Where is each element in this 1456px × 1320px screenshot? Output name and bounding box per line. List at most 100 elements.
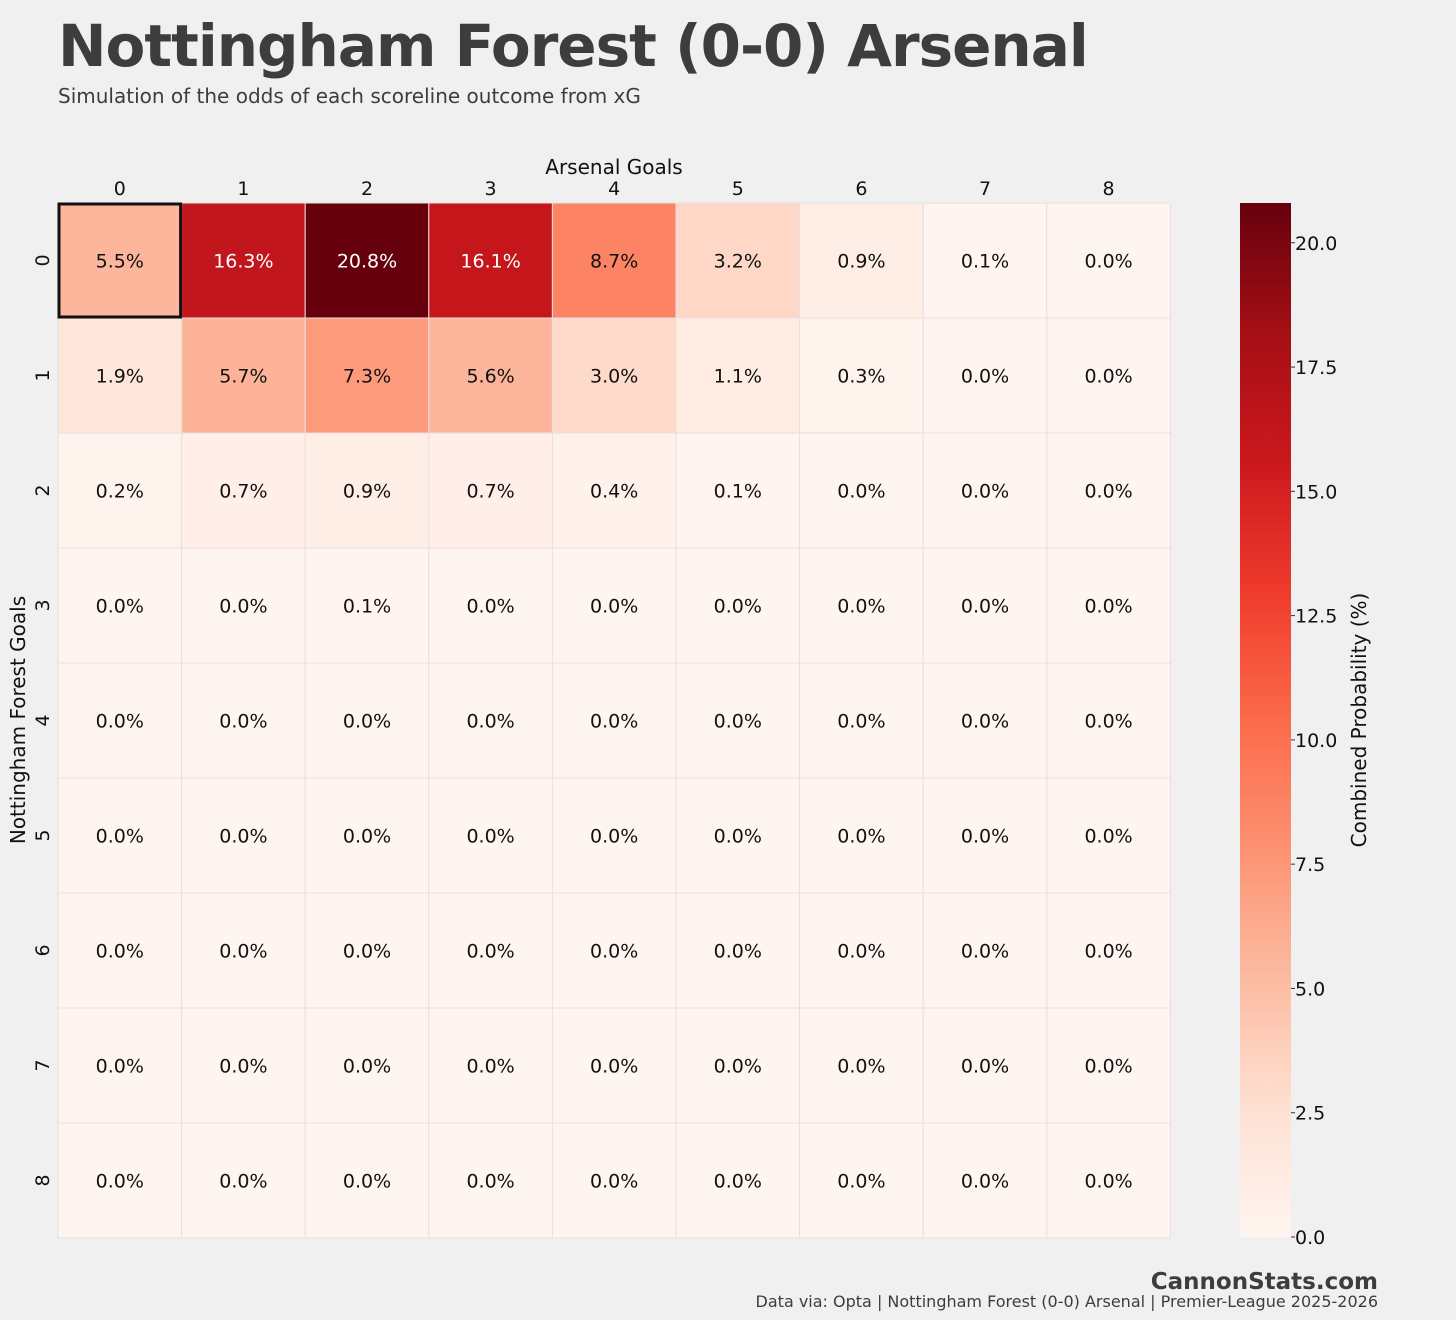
- heatmap-cell-r2-c2: [304, 432, 430, 549]
- cell-value-label: 0.0%: [219, 1056, 267, 1078]
- cell-value-label: 0.0%: [590, 1056, 638, 1078]
- heatmap-cell-r7-c8: [1046, 1007, 1171, 1124]
- cell-value-label: 0.0%: [714, 1171, 762, 1193]
- heatmap-cell-r2-c1: [181, 432, 306, 549]
- colorbar-tick-label: 2.5: [1295, 1103, 1325, 1125]
- heatmap-cell-r5-c7: [922, 777, 1048, 894]
- cell-value-label: 0.0%: [714, 1056, 762, 1078]
- heatmap-cell-r5-c8: [1046, 777, 1171, 894]
- cell-value-label: 0.4%: [590, 481, 638, 503]
- x-tick-label: 6: [855, 178, 867, 200]
- cell-value-label: 0.0%: [1084, 251, 1132, 273]
- heatmap-cell-r6-c6: [799, 892, 924, 1009]
- heatmap-cell-r8-c1: [181, 1122, 306, 1239]
- heatmap-cell-r2-c7: [922, 432, 1048, 549]
- cell-value-label: 0.0%: [219, 711, 267, 733]
- cell-value-label: 0.0%: [837, 1171, 885, 1193]
- cell-value-label: 5.6%: [466, 366, 514, 388]
- heatmap-cell-r6-c3: [428, 892, 553, 1009]
- cell-value-label: 0.1%: [714, 481, 762, 503]
- cell-value-label: 0.0%: [466, 826, 514, 848]
- heatmap-cell-r3-c8: [1046, 547, 1171, 664]
- colorbar: [1240, 203, 1291, 1237]
- heatmap-cell-r0-c7: [922, 202, 1048, 319]
- heatmap-cell-r2-c5: [675, 432, 801, 549]
- heatmap-cell-r8-c4: [551, 1122, 677, 1239]
- cell-value-label: 0.0%: [961, 366, 1009, 388]
- heatmap-cell-r1-c1: [181, 317, 306, 434]
- heatmap-cell-r1-c0: [57, 317, 183, 434]
- cell-value-label: 0.0%: [714, 711, 762, 733]
- cell-value-label: 0.0%: [1084, 596, 1132, 618]
- heatmap-cell-r7-c2: [304, 1007, 430, 1124]
- cell-value-label: 0.0%: [714, 826, 762, 848]
- cell-value-label: 0.0%: [466, 596, 514, 618]
- cell-value-label: 3.2%: [714, 251, 762, 273]
- cell-value-label: 0.0%: [343, 826, 391, 848]
- y-tick-label: 3: [32, 599, 54, 611]
- heatmap-cell-r3-c3: [428, 547, 553, 664]
- cell-value-label: 0.0%: [1084, 826, 1132, 848]
- heatmap-cell-r2-c6: [799, 432, 924, 549]
- cell-value-label: 0.0%: [466, 941, 514, 963]
- colorbar-tick-label: 20.0: [1295, 233, 1337, 255]
- colorbar-ticks: 0.0 2.5 5.0 7.5 10.0 12.5 15.0 17.5 20.0: [1291, 233, 1337, 1249]
- cell-value-label: 0.0%: [837, 596, 885, 618]
- y-tick-label: 7: [32, 1059, 54, 1071]
- heatmap-cell-r6-c8: [1046, 892, 1171, 1009]
- heatmap-cell-r4-c3: [428, 662, 553, 779]
- y-tick-label: 0: [32, 254, 54, 266]
- heatmap-cell-labels: 5.5% 16.3% 20.8% 16.1% 8.7% 3.2% 0.9% 0.1% 0.0% 1…: [96, 251, 1133, 1193]
- heatmap-cell-r1-c8: [1046, 317, 1171, 434]
- heatmap-cell-r1-c2: [304, 317, 430, 434]
- colorbar-label: Combined Probability (%): [1347, 593, 1371, 848]
- cell-value-label: 0.1%: [343, 596, 391, 618]
- cell-value-label: 0.0%: [837, 826, 885, 848]
- colorbar-tick-label: 15.0: [1295, 481, 1337, 503]
- heatmap-cell-r8-c3: [428, 1122, 553, 1239]
- heatmap-cell-r5-c0: [57, 777, 183, 894]
- x-tick-label: 4: [608, 178, 620, 200]
- cell-value-label: 7.3%: [343, 366, 391, 388]
- cell-value-label: 16.3%: [213, 251, 273, 273]
- heatmap-cell-r6-c5: [675, 892, 801, 1009]
- heatmap-cell-r6-c7: [922, 892, 1048, 1009]
- cell-value-label: 0.0%: [343, 1056, 391, 1078]
- cell-value-label: 0.0%: [590, 826, 638, 848]
- y-tick-label: 8: [32, 1174, 54, 1186]
- heatmap-cell-r8-c2: [304, 1122, 430, 1239]
- heatmap-cell-r8-c8: [1046, 1122, 1171, 1239]
- cell-value-label: 0.9%: [343, 481, 391, 503]
- heatmap-cell-r3-c0: [57, 547, 183, 664]
- cell-value-label: 0.0%: [961, 481, 1009, 503]
- cell-value-label: 0.0%: [466, 1171, 514, 1193]
- highlight-cell-border: [57, 202, 183, 319]
- y-axis-label: Nottingham Forest Goals: [6, 596, 30, 844]
- heatmap-cell-r0-c3: [428, 202, 553, 319]
- cell-value-label: 0.0%: [96, 1056, 144, 1078]
- heatmap-cell-r5-c5: [675, 777, 801, 894]
- cell-value-label: 0.0%: [590, 1171, 638, 1193]
- cell-value-label: 0.0%: [714, 941, 762, 963]
- colorbar-tick-label: 7.5: [1295, 854, 1325, 876]
- cell-value-label: 0.0%: [1084, 481, 1132, 503]
- x-tick-label: 3: [485, 178, 497, 200]
- y-tick-label: 6: [32, 944, 54, 956]
- heatmap-cell-r8-c5: [675, 1122, 801, 1239]
- cell-value-label: 0.0%: [1084, 941, 1132, 963]
- cell-value-label: 0.0%: [837, 481, 885, 503]
- cell-value-label: 0.0%: [714, 596, 762, 618]
- heatmap-cell-r0-c5: [675, 202, 801, 319]
- heatmap-cell-r5-c6: [799, 777, 924, 894]
- heatmap-cell-r3-c4: [551, 547, 677, 664]
- colorbar-tick-label: 10.0: [1295, 730, 1337, 752]
- cell-value-label: 0.0%: [219, 1171, 267, 1193]
- cell-value-label: 0.1%: [961, 251, 1009, 273]
- cell-value-label: 0.0%: [1084, 366, 1132, 388]
- cell-value-label: 0.0%: [219, 596, 267, 618]
- heatmap-cell-r3-c2: [304, 547, 430, 664]
- cell-value-label: 0.0%: [837, 1056, 885, 1078]
- cell-value-label: 0.0%: [343, 1171, 391, 1193]
- heatmap-cell-r7-c7: [922, 1007, 1048, 1124]
